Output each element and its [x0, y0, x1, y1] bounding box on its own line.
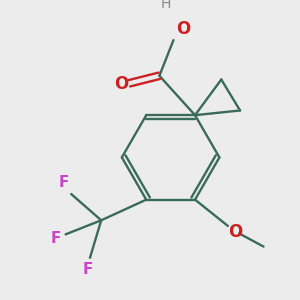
Text: O: O	[228, 223, 242, 241]
Text: F: F	[58, 175, 69, 190]
Text: O: O	[176, 20, 190, 38]
Text: F: F	[83, 262, 93, 277]
Text: F: F	[51, 231, 62, 246]
Text: O: O	[114, 75, 128, 93]
Text: H: H	[161, 0, 171, 11]
